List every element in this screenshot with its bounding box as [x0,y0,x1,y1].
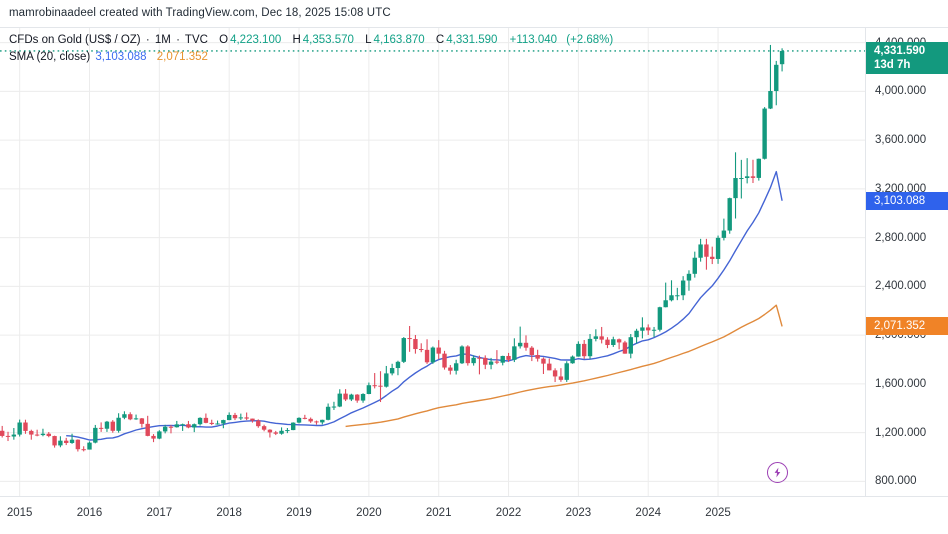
time-tick-2016: 2016 [76,507,103,519]
price-tick-3600: 3,600.000 [875,134,927,147]
price-tick-1600: 1,600.000 [875,377,927,390]
time-tick-2017: 2017 [146,507,173,519]
sma-slow-price-badge[interactable]: 2,071.352 [866,317,948,336]
time-tick-2021: 2021 [425,507,452,519]
time-tick-2023: 2023 [565,507,592,519]
candlestick-series [0,44,785,452]
time-tick-2019: 2019 [286,507,312,519]
last-price-badge[interactable]: 4,331.590 13d 7h [866,41,948,74]
price-scale[interactable]: 4,400.0004,000.0003,600.0003,200.0002,80… [866,28,948,496]
sma-fast-line [66,170,783,441]
price-tick-1200: 1,200.000 [875,426,927,439]
time-tick-2018: 2018 [216,507,242,519]
time-tick-2020: 2020 [356,507,382,519]
chart-plot-area[interactable]: CFDs on Gold (US$ / OZ) · 1M · TVC O 4,22… [0,28,866,496]
time-tick-2025: 2025 [705,507,731,519]
lightning-bolt-event-marker[interactable] [766,462,788,484]
time-tick-2015: 2015 [6,507,33,519]
time-scale[interactable]: 2015 2016 2017 2018 2019 2020 2021 2022 2023 2024… [0,496,948,534]
bar-countdown: 13d 7h [874,58,911,71]
price-tick-2400: 2,400.000 [875,280,927,293]
sma-slow-line [345,304,783,428]
price-tick-800: 800.000 [875,475,917,488]
time-tick-2022: 2022 [495,507,522,519]
chart-frame: CFDs on Gold (US$ / OZ) · 1M · TVC O 4,22… [0,27,948,534]
grid-lines [0,28,865,496]
time-tick-2024: 2024 [635,507,662,519]
lightning-bolt-icon [774,467,781,478]
last-price-value: 4,331.590 [874,44,926,57]
price-tick-4000: 4,000.000 [875,85,927,98]
candlestick-plot [0,28,865,496]
price-tick-2800: 2,800.000 [875,231,927,244]
sma-fast-price-badge[interactable]: 3,103.088 [866,191,948,210]
attribution-text: mamrobinaadeel created with TradingView.… [9,7,391,19]
attribution-bar: mamrobinaadeel created with TradingView.… [0,0,948,26]
